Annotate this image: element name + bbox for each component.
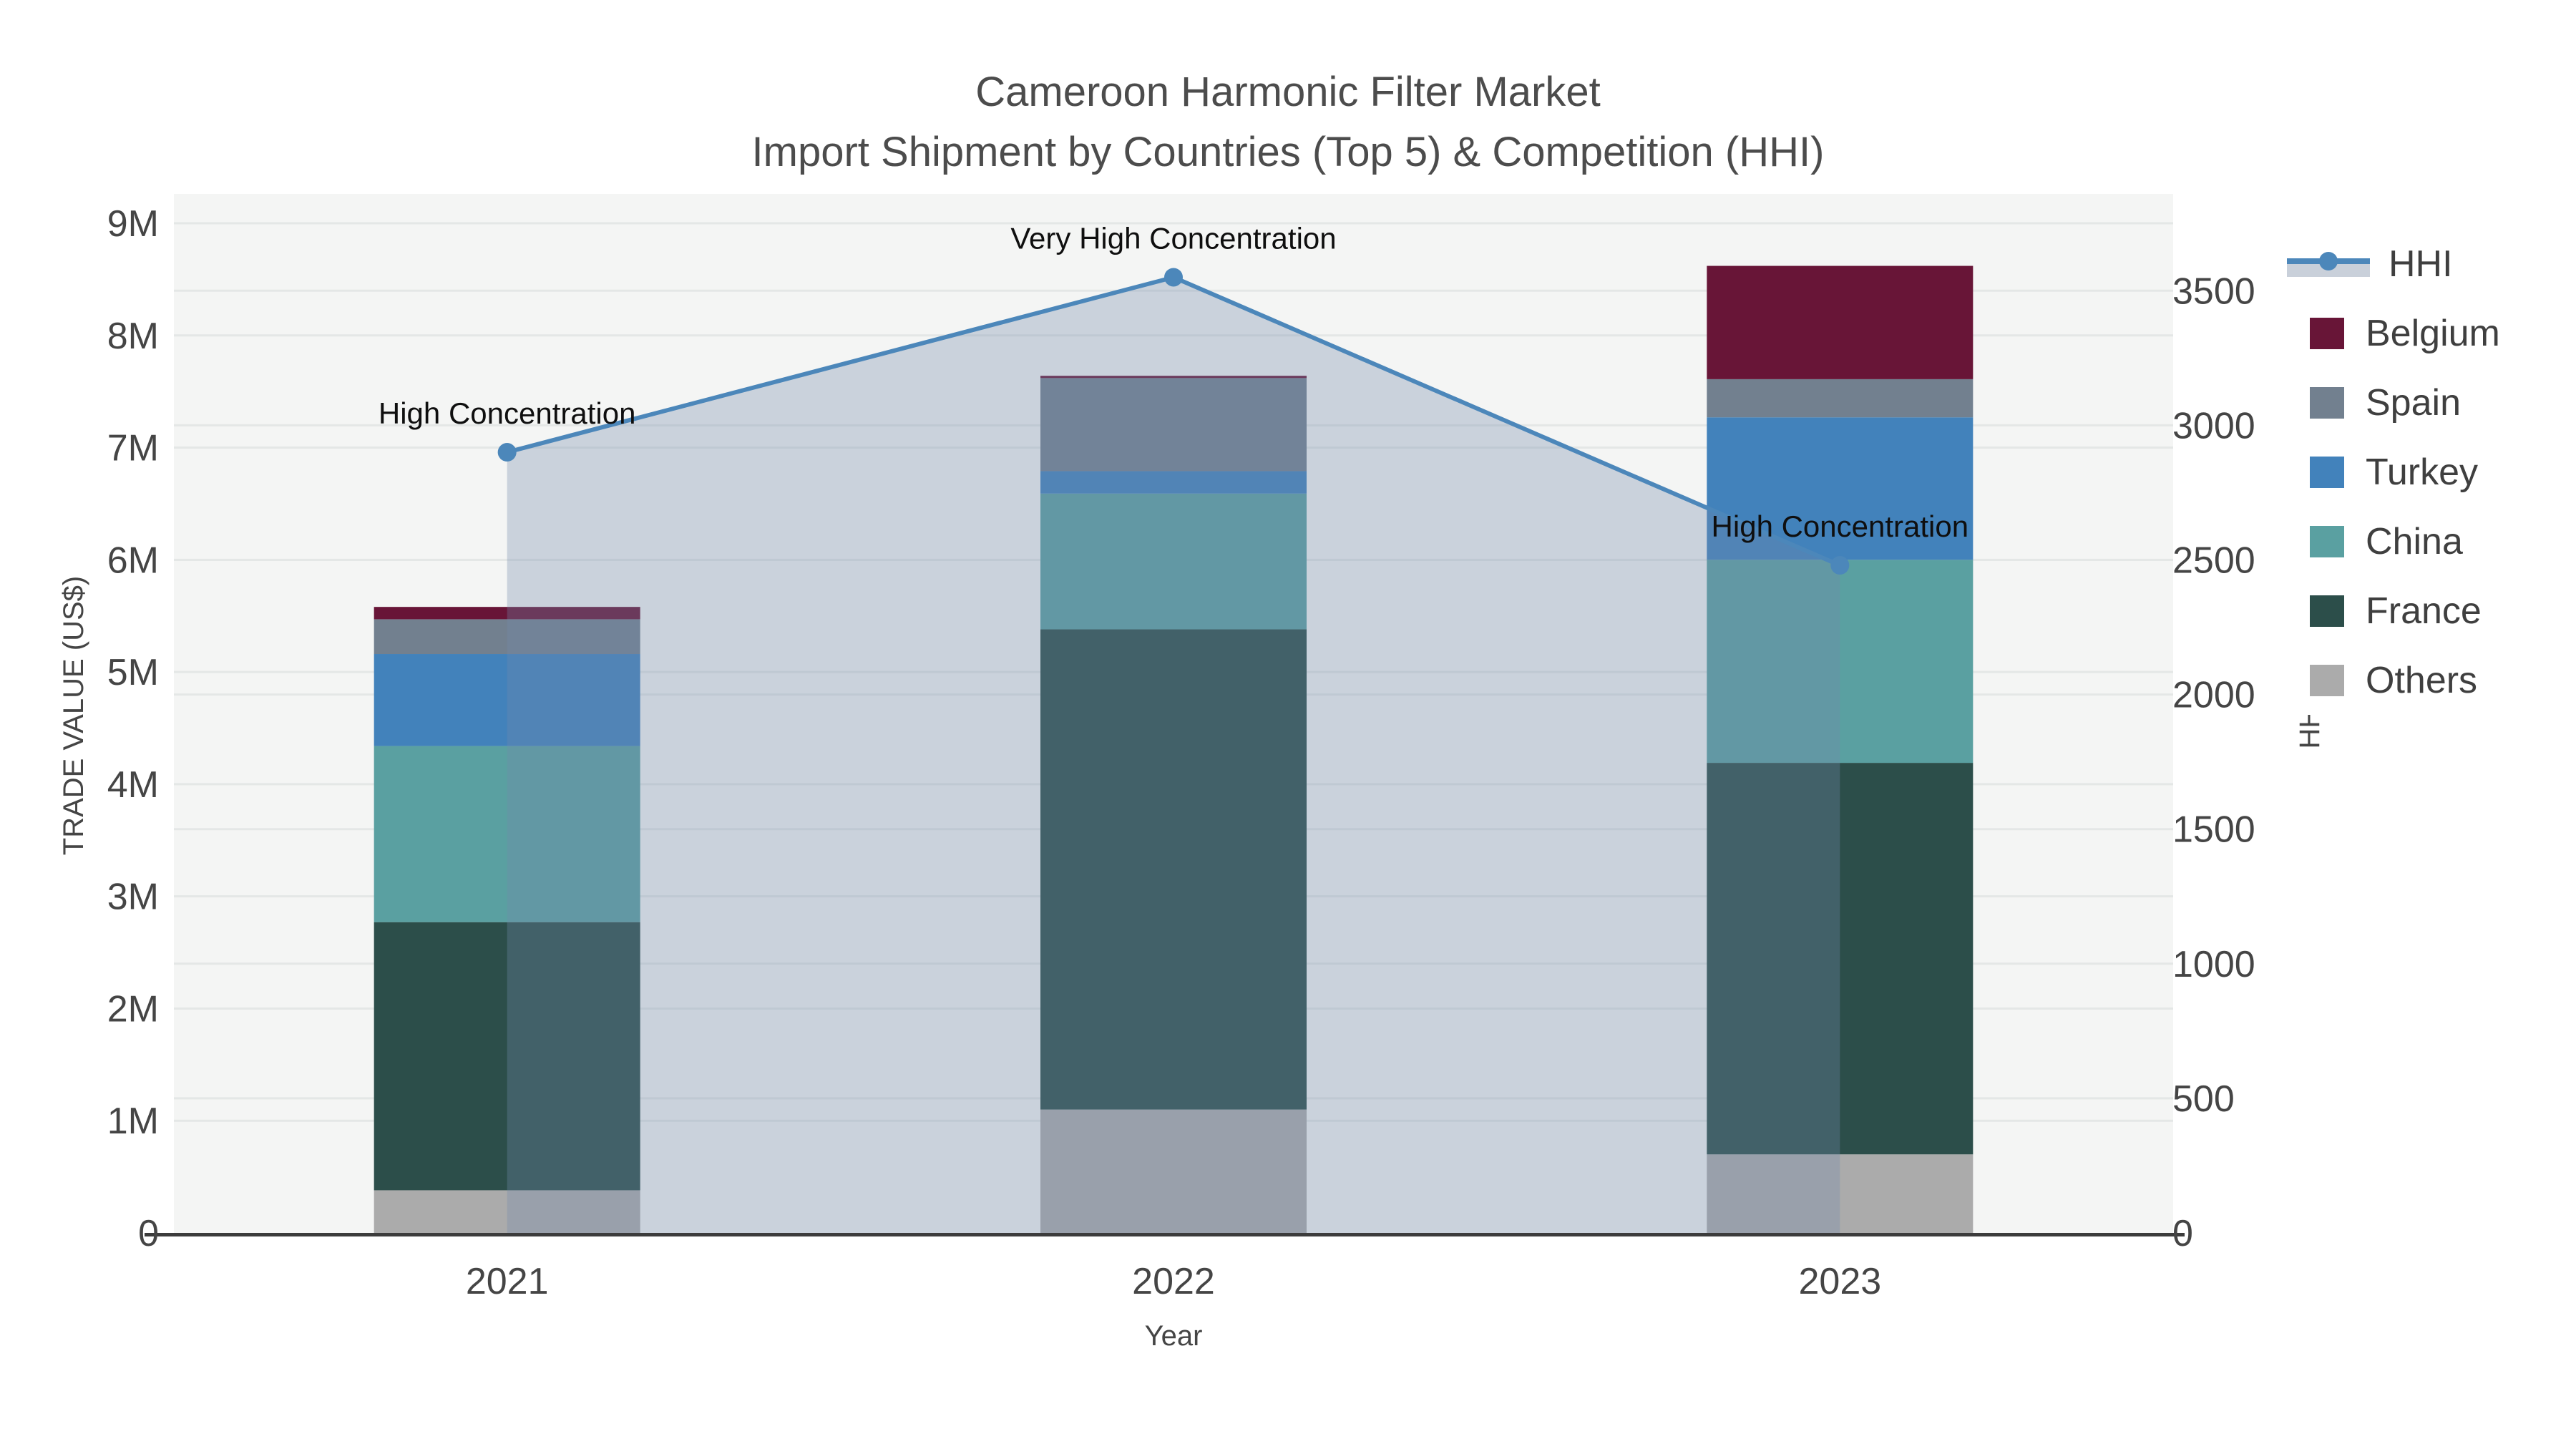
y-tick-right: 2000 [2172,675,2255,716]
bar-segment-turkey-2023[interactable] [1707,417,1974,560]
legend-item-china[interactable]: China [2284,507,2500,576]
x-tick: 2021 [466,1261,549,1302]
annotation-2022: Very High Concentration [1010,221,1336,255]
legend-swatch-icon [2310,664,2344,696]
hhi-area-fill [507,277,1840,1233]
legend-label: China [2366,520,2463,562]
legend-swatch-icon [2310,525,2344,557]
legend-swatch-icon [2310,386,2344,419]
bar-segment-others-2022[interactable] [1040,1109,1307,1233]
bar-segment-spain-2021[interactable] [374,619,640,655]
legend-item-turkey[interactable]: Turkey [2284,437,2500,507]
x-axis-line [145,1233,2185,1236]
legend-label: Belgium [2366,312,2500,354]
chart-title: Cameroon Harmonic Filter Market [975,69,1601,115]
chart-subtitle: Import Shipment by Countries (Top 5) & C… [751,129,1825,175]
legend-item-hhi[interactable]: HHI [2284,229,2500,298]
legend-swatch-icon [2310,317,2344,349]
y-tick-left: 1M [107,1101,159,1142]
hhi-marker-2023[interactable] [1830,556,1850,575]
y-tick-right: 3500 [2172,270,2255,312]
x-axis-title: Year [1144,1320,1203,1352]
y-tick-right: 0 [2172,1213,2193,1254]
legend-item-belgium[interactable]: Belgium [2284,298,2500,368]
bar-segment-others-2023[interactable] [1707,1154,1974,1233]
y-tick-left: 6M [107,540,159,581]
y-tick-left: 9M [107,203,159,245]
legend-item-others[interactable]: Others [2284,645,2500,715]
legend-label: HHI [2389,243,2453,285]
hhi-marker-2022[interactable] [1164,268,1183,287]
y-tick-left: 5M [107,652,159,693]
bar-segment-china-2021[interactable] [374,746,640,922]
hhi-line-swatch-icon [2287,248,2370,280]
y-tick-right: 500 [2172,1078,2235,1120]
y-tick-left: 7M [107,428,159,469]
legend-label: France [2366,590,2482,632]
legend-label: Turkey [2366,451,2478,493]
y-tick-right: 2500 [2172,540,2255,582]
bar-segment-france-2022[interactable] [1040,629,1307,1110]
legend-swatch-icon [2310,595,2344,627]
annotation-2023: High Concentration [1712,509,1969,543]
bar-segment-turkey-2022[interactable] [1040,471,1307,494]
bar-segment-spain-2023[interactable] [1707,379,1974,418]
bar-segment-belgium-2022[interactable] [1040,376,1307,379]
bar-segment-belgium-2023[interactable] [1707,265,1974,379]
y-tick-right: 3000 [2172,405,2255,447]
bar-segment-belgium-2021[interactable] [374,607,640,620]
legend-item-france[interactable]: France [2284,576,2500,645]
x-tick: 2023 [1798,1261,1881,1302]
bar-segment-france-2023[interactable] [1707,763,1974,1155]
legend-swatch-icon [2310,456,2344,488]
hhi-marker-2021[interactable] [497,443,517,462]
bar-segment-china-2023[interactable] [1707,560,1974,763]
bar-segment-france-2021[interactable] [374,922,640,1191]
y-tick-left: 0 [138,1213,159,1254]
legend-label: Others [2366,659,2478,701]
y-tick-right: 1500 [2172,809,2255,851]
legend-label: Spain [2366,381,2461,424]
legend-item-spain[interactable]: Spain [2284,368,2500,437]
annotation-2021: High Concentration [379,396,636,430]
y-tick-right: 1000 [2172,944,2255,985]
bar-segment-others-2021[interactable] [374,1190,640,1233]
bar-segment-china-2022[interactable] [1040,493,1307,630]
x-tick: 2022 [1132,1261,1215,1302]
bar-segment-turkey-2021[interactable] [374,654,640,746]
y-axis-title-left: TRADE VALUE (US$) [58,575,89,856]
y-tick-left: 8M [107,316,159,357]
legend: HHI Belgium Spain Turkey China France Others [2284,229,2506,715]
bar-segment-spain-2022[interactable] [1040,378,1307,472]
y-tick-left: 2M [107,988,159,1030]
y-tick-left: 4M [107,764,159,806]
y-tick-left: 3M [107,877,159,918]
